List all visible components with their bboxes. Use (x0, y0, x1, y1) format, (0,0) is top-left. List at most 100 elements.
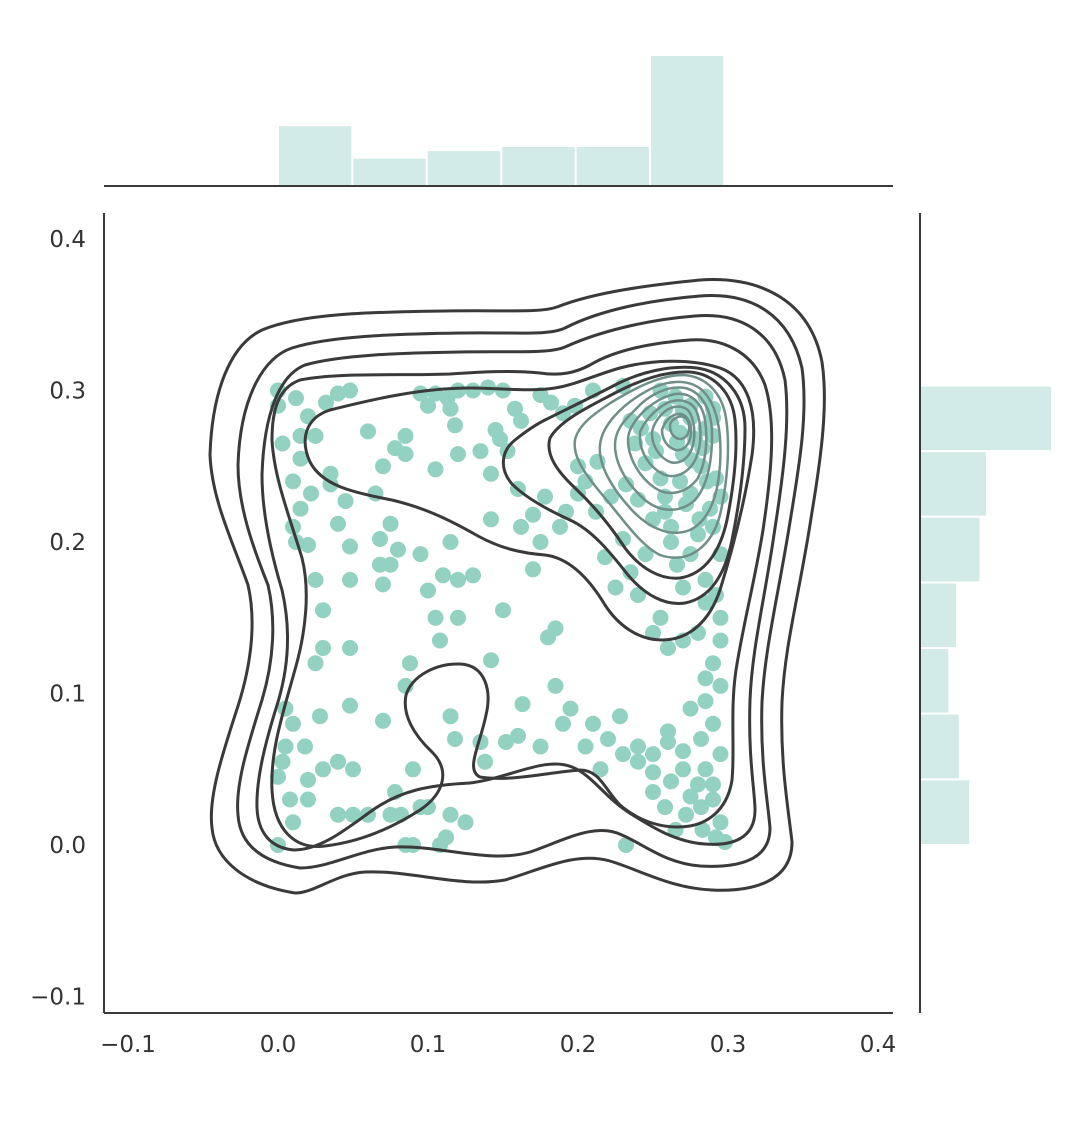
scatter-point (592, 761, 609, 778)
scatter-point (285, 473, 301, 490)
scatter-point (435, 567, 451, 584)
scatter-point (402, 655, 418, 672)
scatter-point (442, 806, 459, 823)
scatter-point (397, 446, 414, 463)
scatter-point (637, 455, 654, 472)
scatter-point (285, 814, 301, 831)
scatter-point (342, 538, 358, 555)
scatter-point (318, 394, 334, 411)
y-histogram-bar (921, 649, 949, 713)
scatter-point (495, 602, 511, 619)
scatter-point (552, 518, 568, 535)
scatter-point (712, 677, 729, 694)
scatter-point (442, 534, 459, 550)
x-histogram-bar (502, 147, 575, 186)
scatter-point (360, 423, 376, 440)
scatter-point (630, 753, 646, 770)
scatter-point (663, 773, 679, 790)
scatter-point (547, 620, 564, 637)
scatter-point (315, 640, 331, 656)
scatter-point (577, 738, 594, 755)
scatter-point (652, 609, 669, 626)
scatter-point (498, 734, 514, 750)
kde-contours (208, 278, 826, 895)
scatter-point (442, 708, 459, 725)
scatter-point (645, 624, 661, 641)
scatter-point (450, 609, 466, 626)
scatter-point (712, 746, 729, 763)
scatter-point (510, 727, 526, 744)
scatter-point (375, 458, 391, 475)
scatter-point (300, 791, 316, 808)
x-marginal-histogram (279, 56, 724, 186)
scatter-point (618, 837, 634, 853)
scatter-point (432, 632, 448, 649)
x-tick-label: 0.0 (260, 1032, 297, 1058)
scatter-point (300, 537, 316, 553)
scatter-point (297, 738, 313, 755)
scatter-point (645, 784, 661, 800)
scatter-point (697, 693, 714, 710)
scatter-point (618, 476, 634, 493)
scatter-point (717, 834, 733, 850)
kde-contour-8 (573, 373, 730, 559)
scatter-point (637, 546, 654, 563)
scatter-point (288, 390, 304, 407)
y-marginal-histogram (921, 386, 1051, 844)
scatter-point (477, 753, 493, 770)
scatter-point (312, 708, 328, 725)
scatter-point (690, 776, 706, 793)
kde-contour-12 (638, 399, 702, 478)
scatter-point (342, 640, 358, 656)
scatter-point (472, 443, 489, 460)
scatter-point (525, 506, 541, 523)
main-axes (103, 213, 893, 1014)
scatter-point (547, 677, 564, 694)
scatter-point (672, 473, 688, 490)
scatter-point (712, 609, 729, 626)
scatter-point (375, 712, 391, 729)
scatter-point (439, 390, 456, 407)
y-tick-labels: −0.1 0.0 0.1 0.2 0.3 0.4 (30, 227, 86, 1011)
scatter-point (642, 405, 658, 422)
scatter-point (705, 791, 721, 808)
kde-contour-7 (547, 370, 738, 580)
scatter-point (307, 655, 324, 672)
scatter-point (657, 400, 673, 417)
scatter-point (427, 609, 444, 626)
scatter-point (412, 546, 429, 563)
scatter-point (483, 652, 499, 669)
kde-contour-2 (236, 294, 806, 870)
y-tick-label: 0.2 (49, 530, 86, 556)
scatter-point (615, 531, 631, 547)
scatter-point (675, 743, 691, 760)
scatter-point (465, 567, 481, 584)
scatter-point (405, 837, 421, 853)
y-tick-label: −0.1 (30, 985, 86, 1011)
scatter-point (693, 799, 709, 816)
scatter-point (532, 738, 549, 755)
scatter-point (285, 715, 301, 732)
scatter-point (405, 761, 421, 778)
scatter-point (675, 579, 691, 596)
scatter-point (330, 515, 346, 532)
kde-contour-15 (668, 415, 691, 441)
scatter-point (277, 738, 294, 755)
scatter-point (525, 561, 541, 578)
scatter-point (447, 731, 463, 747)
scatter-point (270, 768, 286, 785)
scatter-point (693, 731, 709, 747)
scatter-point (420, 397, 436, 414)
scatter-point (600, 731, 616, 747)
scatter-point (682, 700, 699, 717)
scatter-point (274, 753, 291, 770)
scatter-point (390, 541, 406, 558)
scatter-point (307, 427, 324, 444)
scatter-point (657, 503, 673, 520)
kde-contour-13 (650, 405, 696, 464)
scatter-point (274, 435, 291, 452)
scatter-point (342, 697, 358, 714)
kde-contour-10 (613, 386, 714, 511)
scatter-point (292, 450, 309, 467)
scatter-point (570, 458, 586, 475)
